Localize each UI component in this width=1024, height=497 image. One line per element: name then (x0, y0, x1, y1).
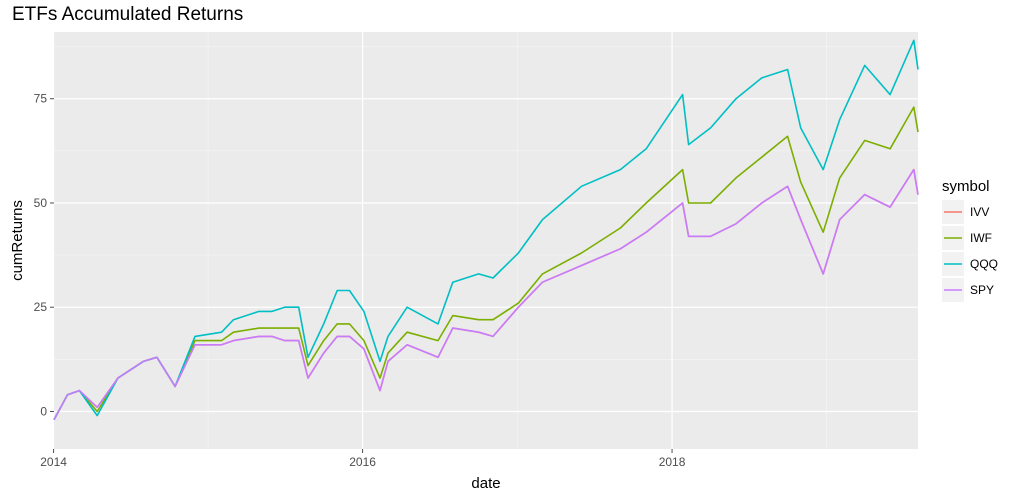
series-line-spy (53, 168, 919, 421)
legend-label-qqq: QQQ (970, 257, 998, 271)
x-tick-label: 2018 (659, 455, 686, 469)
legend-title: symbol (942, 178, 990, 195)
y-tick-label: 50 (34, 196, 48, 210)
legend: IVV IWF QQQ SPY (942, 200, 998, 302)
legend-label-ivv: IVV (970, 205, 989, 219)
y-axis-title: cumReturns (9, 200, 26, 281)
series-line-qqq (53, 39, 919, 421)
x-axis-title: date (471, 475, 500, 492)
y-tick-label: 75 (34, 92, 48, 106)
chart-title: ETFs Accumulated Returns (12, 4, 244, 25)
y-axis: 0 25 50 75 (34, 92, 54, 418)
y-tick-label: 0 (40, 404, 47, 418)
series-lines (53, 39, 919, 421)
x-tick-label: 2014 (40, 455, 67, 469)
legend-label-iwf: IWF (970, 231, 992, 245)
grid-lines (52, 32, 918, 449)
plot-panel (54, 32, 918, 449)
x-axis: 2014 2016 2018 (40, 449, 686, 469)
y-tick-label: 25 (34, 300, 48, 314)
x-tick-label: 2016 (349, 455, 376, 469)
legend-label-spy: SPY (970, 283, 994, 297)
